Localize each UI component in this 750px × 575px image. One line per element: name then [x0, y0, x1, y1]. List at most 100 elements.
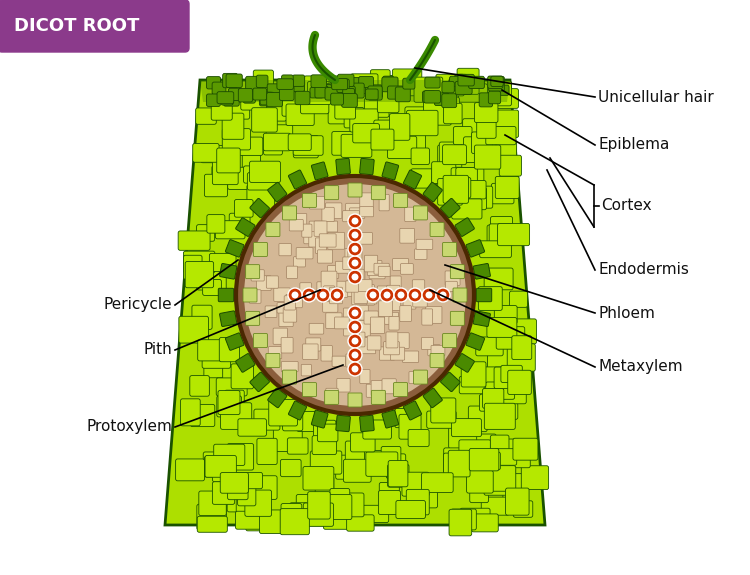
FancyBboxPatch shape: [495, 177, 519, 198]
FancyBboxPatch shape: [244, 166, 269, 183]
Circle shape: [292, 292, 298, 298]
FancyBboxPatch shape: [322, 208, 334, 221]
FancyBboxPatch shape: [231, 364, 254, 389]
FancyBboxPatch shape: [341, 282, 352, 297]
FancyBboxPatch shape: [286, 294, 302, 308]
FancyBboxPatch shape: [196, 108, 216, 124]
FancyBboxPatch shape: [378, 266, 390, 277]
Circle shape: [348, 242, 362, 256]
FancyBboxPatch shape: [205, 457, 236, 477]
FancyBboxPatch shape: [268, 388, 286, 408]
FancyBboxPatch shape: [256, 75, 268, 87]
FancyBboxPatch shape: [487, 317, 517, 338]
FancyBboxPatch shape: [218, 390, 240, 415]
FancyBboxPatch shape: [490, 435, 509, 454]
FancyBboxPatch shape: [325, 87, 341, 100]
Circle shape: [352, 324, 358, 331]
Polygon shape: [165, 80, 545, 525]
Circle shape: [366, 288, 380, 302]
Circle shape: [244, 184, 466, 406]
FancyBboxPatch shape: [290, 503, 308, 521]
FancyBboxPatch shape: [202, 279, 221, 296]
FancyBboxPatch shape: [394, 382, 407, 397]
FancyBboxPatch shape: [403, 293, 416, 309]
FancyBboxPatch shape: [354, 321, 370, 336]
Circle shape: [440, 292, 446, 298]
FancyBboxPatch shape: [394, 333, 410, 348]
FancyBboxPatch shape: [371, 129, 394, 150]
FancyBboxPatch shape: [299, 77, 328, 97]
FancyBboxPatch shape: [362, 505, 388, 523]
FancyBboxPatch shape: [267, 95, 286, 121]
FancyBboxPatch shape: [314, 420, 336, 437]
FancyBboxPatch shape: [470, 448, 499, 471]
FancyBboxPatch shape: [477, 121, 496, 139]
Circle shape: [334, 292, 340, 298]
Text: Cortex: Cortex: [601, 198, 652, 213]
FancyBboxPatch shape: [402, 472, 429, 496]
FancyBboxPatch shape: [379, 194, 389, 211]
FancyBboxPatch shape: [358, 338, 376, 354]
FancyBboxPatch shape: [476, 337, 503, 356]
FancyBboxPatch shape: [405, 107, 427, 135]
FancyBboxPatch shape: [330, 489, 350, 507]
FancyBboxPatch shape: [464, 187, 487, 210]
FancyBboxPatch shape: [464, 137, 495, 162]
FancyBboxPatch shape: [344, 459, 371, 482]
FancyBboxPatch shape: [354, 271, 365, 282]
FancyBboxPatch shape: [488, 473, 513, 491]
FancyBboxPatch shape: [476, 288, 492, 302]
FancyBboxPatch shape: [359, 415, 374, 432]
FancyBboxPatch shape: [254, 243, 268, 256]
FancyBboxPatch shape: [176, 459, 205, 481]
FancyBboxPatch shape: [317, 424, 338, 442]
FancyBboxPatch shape: [203, 452, 230, 474]
FancyBboxPatch shape: [211, 97, 232, 120]
FancyBboxPatch shape: [337, 378, 350, 392]
FancyBboxPatch shape: [346, 354, 359, 367]
FancyBboxPatch shape: [350, 208, 364, 218]
Text: Metaxylem: Metaxylem: [598, 359, 682, 374]
FancyBboxPatch shape: [332, 281, 348, 297]
FancyBboxPatch shape: [497, 224, 530, 246]
FancyBboxPatch shape: [432, 162, 456, 183]
FancyBboxPatch shape: [478, 367, 507, 386]
Text: Epiblema: Epiblema: [598, 137, 669, 152]
FancyBboxPatch shape: [289, 170, 307, 189]
FancyBboxPatch shape: [212, 462, 234, 482]
FancyBboxPatch shape: [268, 400, 298, 426]
Circle shape: [348, 228, 362, 242]
FancyBboxPatch shape: [311, 75, 326, 87]
FancyBboxPatch shape: [336, 158, 350, 175]
FancyBboxPatch shape: [371, 390, 386, 404]
FancyBboxPatch shape: [289, 401, 307, 420]
FancyBboxPatch shape: [507, 344, 536, 371]
FancyBboxPatch shape: [281, 338, 293, 353]
FancyBboxPatch shape: [464, 181, 486, 199]
FancyBboxPatch shape: [455, 168, 484, 194]
FancyBboxPatch shape: [283, 206, 296, 220]
FancyBboxPatch shape: [459, 440, 490, 462]
FancyBboxPatch shape: [253, 88, 267, 100]
Circle shape: [348, 270, 362, 284]
FancyBboxPatch shape: [312, 76, 323, 90]
FancyBboxPatch shape: [325, 186, 339, 200]
FancyBboxPatch shape: [250, 161, 280, 182]
FancyBboxPatch shape: [443, 175, 469, 204]
Circle shape: [352, 309, 358, 316]
FancyBboxPatch shape: [322, 221, 338, 232]
FancyBboxPatch shape: [406, 489, 429, 515]
Circle shape: [348, 334, 362, 348]
FancyBboxPatch shape: [430, 223, 444, 236]
FancyBboxPatch shape: [494, 439, 520, 459]
FancyBboxPatch shape: [382, 77, 398, 92]
Circle shape: [305, 292, 313, 298]
FancyBboxPatch shape: [303, 503, 334, 526]
FancyBboxPatch shape: [448, 450, 470, 477]
FancyBboxPatch shape: [374, 120, 394, 138]
FancyBboxPatch shape: [350, 433, 375, 452]
FancyBboxPatch shape: [322, 302, 338, 312]
FancyBboxPatch shape: [308, 492, 330, 519]
FancyBboxPatch shape: [386, 454, 406, 478]
FancyBboxPatch shape: [406, 129, 425, 157]
